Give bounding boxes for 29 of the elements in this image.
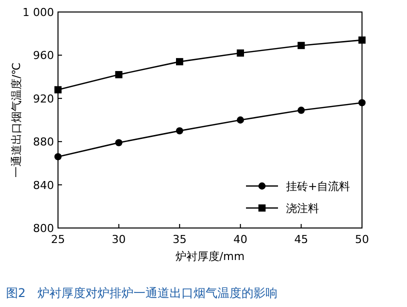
y-tick-label: 800 (33, 222, 54, 235)
point (176, 58, 184, 66)
point (115, 71, 122, 78)
y-axis-title: 一通道出口烟气温度/℃ (10, 62, 23, 178)
x-tick-label: 25 (51, 233, 65, 246)
legend-label: 挂砖+自流料 (286, 180, 350, 193)
y-tick-label: 880 (33, 136, 54, 149)
x-tick-label: 50 (355, 233, 369, 246)
point (236, 116, 244, 124)
x-tick-label: 45 (294, 233, 308, 246)
y-tick-label: 840 (33, 178, 54, 192)
point (54, 86, 62, 94)
y-tick-label: 1 000 (22, 6, 54, 19)
legend-label: 浇注料 (286, 202, 319, 215)
point (115, 139, 122, 146)
point (298, 106, 305, 114)
x-axis-title: 炉衬厚度/mm (175, 250, 245, 263)
x-tick-label: 30 (112, 233, 126, 246)
x-tick-label: 40 (233, 233, 248, 246)
caption: 图2 炉衬厚度对炉排炉一通道出口烟气温度的影响 (6, 286, 278, 300)
y-tick-label: 960 (33, 49, 54, 62)
point (176, 127, 184, 134)
point (358, 36, 366, 44)
point (298, 42, 305, 50)
point (358, 99, 366, 106)
x-tick-label: 35 (172, 233, 187, 246)
point (236, 49, 244, 57)
y-tick-label: 920 (33, 92, 54, 106)
point (54, 153, 62, 160)
